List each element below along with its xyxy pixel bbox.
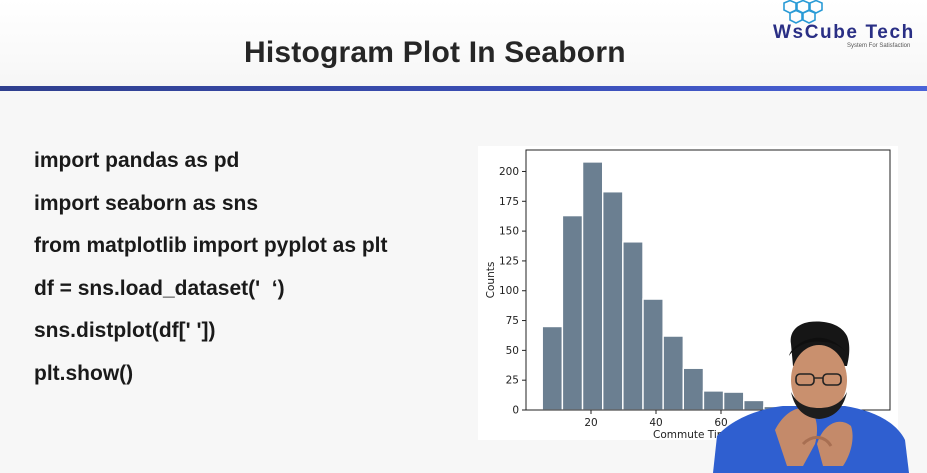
y-tick-label: 100 — [499, 285, 519, 297]
histogram-bar — [642, 298, 664, 411]
code-line: plt.show() — [34, 361, 134, 385]
code-line: import seaborn as sns — [34, 191, 259, 215]
histogram-bar — [662, 335, 684, 411]
x-axis-label: Commute Tim — [653, 429, 727, 440]
histogram-bar — [581, 161, 604, 411]
code-line: import pandas as pd — [34, 149, 240, 172]
histogram-bar — [561, 214, 584, 411]
histogram-chart: 0 25 50 75 100 125 150 175 200 20 40 60 Counts Com… — [485, 149, 891, 440]
slide-header — [0, 0, 927, 88]
code-block: import pandas as pd import seaborn as sn… — [34, 148, 388, 404]
x-tick-label: 20 — [584, 417, 597, 429]
y-tick-label: 175 — [499, 196, 519, 208]
y-tick-label: 150 — [499, 226, 519, 238]
y-axis-label: Counts — [485, 262, 497, 299]
header-divider — [0, 86, 927, 91]
histogram-bar — [541, 325, 564, 411]
presenter-video-overlay — [713, 321, 909, 473]
code-line: sns.distplot(df[' ']) — [34, 319, 216, 343]
y-tick-label: 25 — [506, 375, 519, 387]
x-tick-label: 40 — [649, 417, 662, 429]
y-tick-label: 75 — [506, 315, 519, 327]
code-line: df = sns.load_dataset(' ‘) — [34, 276, 285, 300]
histogram-bar — [682, 367, 705, 411]
x-tick-label: 60 — [714, 417, 727, 429]
logo-tagline: System For Satisfaction — [847, 43, 911, 49]
logo-wordmark: WsCube Tech — [773, 22, 915, 43]
slide-title: Histogram Plot In Seaborn — [244, 36, 626, 69]
y-tick-label: 125 — [499, 255, 519, 267]
plot-frame — [525, 149, 891, 411]
y-tick-label: 200 — [499, 166, 519, 178]
code-line: from matplotlib import pyplot as plt — [34, 234, 388, 258]
logo-hexagon-icon — [783, 0, 823, 24]
wscube-logo: WsCube Tech System For Satisfaction — [764, 0, 927, 55]
y-tick-label: 0 — [512, 405, 519, 417]
histogram-bar — [622, 241, 644, 411]
histogram-bar — [601, 191, 624, 411]
y-tick-label: 50 — [506, 345, 519, 357]
